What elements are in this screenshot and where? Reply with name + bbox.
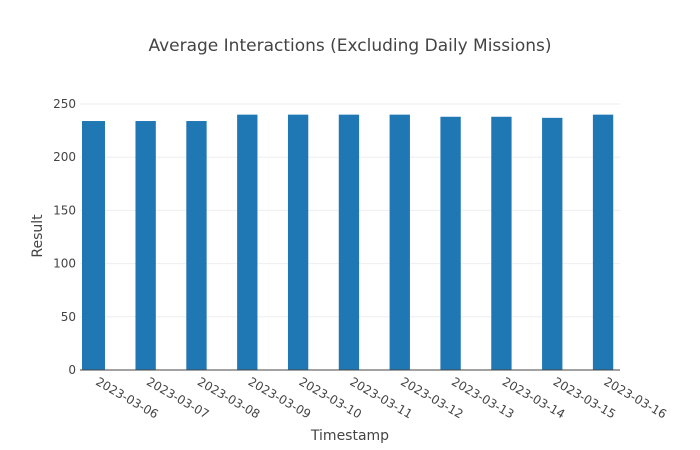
- bar: [287, 114, 309, 370]
- y-tick-label: 0: [68, 363, 76, 377]
- bar: [491, 116, 512, 370]
- chart-title: Average Interactions (Excluding Daily Mi…: [148, 36, 551, 56]
- x-axis: 2023-03-062023-03-072023-03-082023-03-09…: [80, 369, 669, 421]
- y-tick-label: 50: [61, 310, 76, 324]
- x-axis-title: Timestamp: [310, 428, 389, 444]
- bar: [186, 121, 207, 370]
- y-tick-label: 150: [53, 203, 76, 217]
- y-axis: 0 50 100 150 200 250: [53, 97, 76, 377]
- y-tick-label: 100: [53, 257, 76, 271]
- bars: [82, 114, 614, 370]
- bar: [84, 121, 105, 370]
- bar: [237, 114, 258, 370]
- bar: [389, 114, 410, 370]
- bar: [592, 114, 614, 370]
- y-tick-label: 200: [53, 150, 76, 164]
- bar: [135, 121, 156, 370]
- bar: [338, 114, 360, 370]
- bar: [542, 117, 563, 370]
- y-axis-title: Result: [30, 214, 46, 258]
- bar: [440, 116, 461, 370]
- y-tick-label: 250: [53, 97, 76, 111]
